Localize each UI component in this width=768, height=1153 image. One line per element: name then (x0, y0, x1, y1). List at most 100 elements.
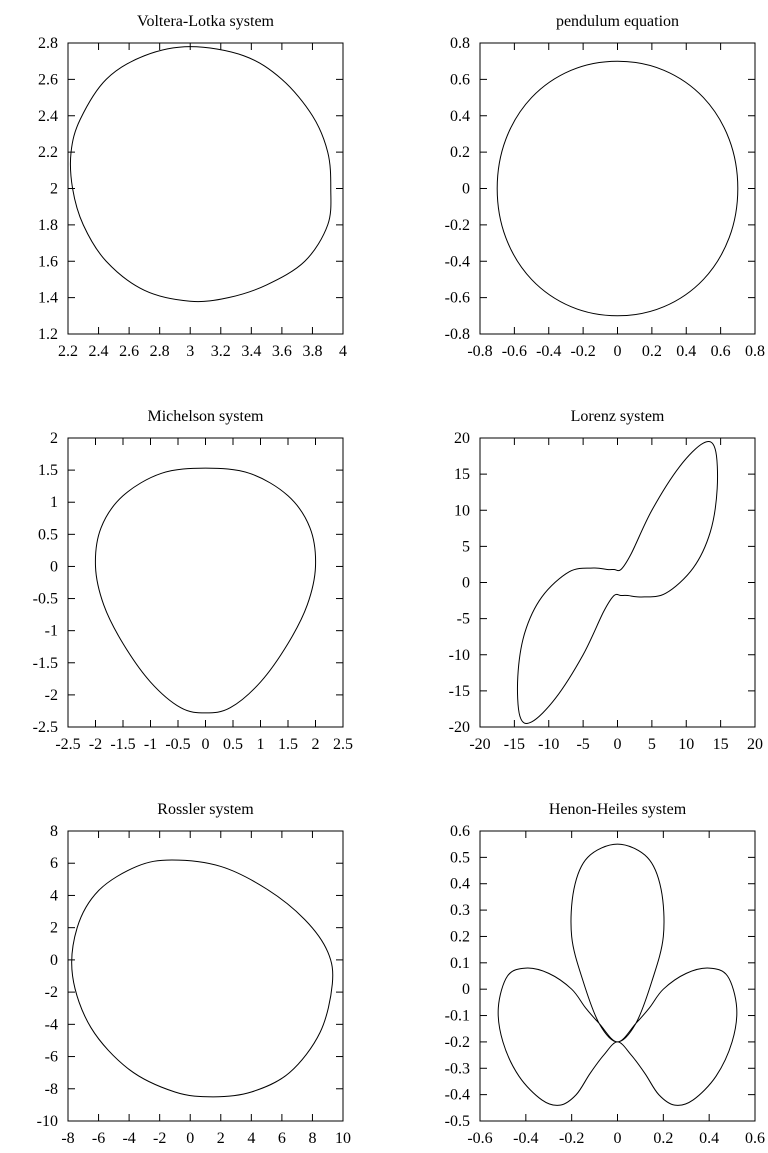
y-tick-label: 8 (50, 823, 58, 840)
x-tick-label: -0.4 (513, 1130, 538, 1147)
x-tick-label: 4 (247, 1130, 255, 1147)
x-tick-label: 2.4 (89, 343, 109, 360)
x-tick-label: 0.2 (642, 343, 662, 360)
x-tick-label: -1 (144, 736, 157, 753)
y-tick-label: 2 (50, 920, 58, 937)
y-tick-label: -1.5 (33, 655, 58, 672)
y-tick-label: 0.4 (450, 876, 470, 893)
x-tick-label: 3.2 (211, 343, 231, 360)
x-tick-label: 3.8 (302, 343, 322, 360)
x-tick-label: -6 (92, 1130, 105, 1147)
y-tick-label: 1.5 (38, 462, 58, 479)
plot-frame (479, 437, 756, 728)
y-tick-label: 10 (454, 502, 470, 519)
x-tick-label: -2 (153, 1130, 166, 1147)
x-tick-label: 20 (747, 736, 763, 753)
y-tick-label: 0 (462, 981, 470, 998)
y-tick-label: 5 (462, 538, 470, 555)
x-tick-label: -0.2 (559, 1130, 584, 1147)
panel-title: Rossler system (157, 801, 254, 818)
panel-title: Henon-Heiles system (549, 801, 687, 818)
y-tick-label: -2.5 (33, 719, 58, 736)
x-tick-label: -0.8 (467, 343, 492, 360)
x-tick-label: 10 (335, 1130, 351, 1147)
series-line (516, 441, 719, 724)
series-line (71, 859, 334, 1098)
y-tick-label: -2 (45, 687, 58, 704)
y-tick-label: 0.8 (450, 35, 470, 52)
x-tick-label: 0.2 (653, 1130, 673, 1147)
x-tick-label: 1.5 (278, 736, 298, 753)
y-tick-label: -15 (449, 683, 470, 700)
plot-frame (67, 437, 344, 728)
x-tick-label: -2 (89, 736, 102, 753)
x-tick-label: 3 (186, 343, 194, 360)
y-tick-label: -0.1 (445, 1008, 470, 1025)
x-tick-label: 0.8 (745, 343, 765, 360)
y-tick-label: -0.2 (445, 217, 470, 234)
x-tick-label: 2.8 (150, 343, 170, 360)
x-tick-label: 2.2 (58, 343, 78, 360)
y-tick-label: -10 (449, 647, 470, 664)
y-tick-label: -20 (449, 719, 470, 736)
y-tick-label: -0.3 (445, 1060, 470, 1077)
y-tick-label: 1.2 (38, 326, 58, 343)
x-tick-label: -0.6 (502, 343, 527, 360)
plot-frame (479, 42, 756, 335)
y-tick-label: 0 (50, 952, 58, 969)
y-tick-label: -6 (45, 1049, 58, 1066)
x-tick-label: 2 (312, 736, 320, 753)
panel-title: Michelson system (148, 408, 265, 425)
x-tick-label: -5 (576, 736, 589, 753)
x-tick-label: 0 (614, 736, 622, 753)
x-tick-label: -20 (469, 736, 490, 753)
x-tick-label: -4 (122, 1130, 135, 1147)
y-tick-label: 1.4 (38, 290, 58, 307)
x-tick-label: -8 (61, 1130, 74, 1147)
y-tick-label: 20 (454, 430, 470, 447)
y-tick-label: 15 (454, 466, 470, 483)
plot-frame (67, 42, 344, 335)
y-tick-label: -0.8 (445, 326, 470, 343)
y-tick-label: 1 (50, 494, 58, 511)
x-tick-label: -15 (504, 736, 525, 753)
y-tick-label: 6 (50, 855, 58, 872)
y-tick-label: 2 (50, 430, 58, 447)
panel-4: Lorenz system -20 -15 -10 -5 0 5 10 15 20 -20 -15 -1… (449, 408, 763, 753)
panel-title: Voltera-Lotka system (137, 13, 275, 30)
x-tick-label: -0.5 (165, 736, 190, 753)
y-tick-label: 0.4 (450, 108, 470, 125)
panel-3: Michelson system -2.5 -2 -1.5 -1 -0.5 0 0.5 1 1.5… (33, 408, 353, 753)
y-tick-label: 0.3 (450, 902, 470, 919)
panel-1: Voltera-Lotka system 2.2 2.4 2.6 2.8 3 3.2 3.4 3… (38, 13, 347, 360)
y-tick-label: -0.2 (445, 1034, 470, 1051)
x-tick-label: 1 (257, 736, 265, 753)
x-tick-label: 2.6 (119, 343, 139, 360)
x-tick-label: 2 (217, 1130, 225, 1147)
x-tick-label: 15 (713, 736, 729, 753)
y-tick-label: 4 (50, 887, 58, 904)
x-tick-label: 5 (648, 736, 656, 753)
y-tick-label: -0.5 (33, 591, 58, 608)
x-tick-label: -2.5 (55, 736, 80, 753)
y-tick-label: 0.1 (450, 955, 470, 972)
y-tick-label: -0.4 (445, 253, 470, 270)
y-tick-label: 0.6 (450, 823, 470, 840)
x-tick-label: -0.4 (536, 343, 561, 360)
x-tick-label: 3.6 (272, 343, 292, 360)
plot-frame (67, 830, 344, 1122)
x-tick-label: 0 (186, 1130, 194, 1147)
x-tick-label: -10 (538, 736, 559, 753)
x-tick-label: 6 (278, 1130, 286, 1147)
x-tick-label: -0.2 (570, 343, 595, 360)
y-tick-label: 0 (50, 558, 58, 575)
y-tick-label: -4 (45, 1016, 58, 1033)
y-tick-label: 1.6 (38, 253, 58, 270)
x-tick-label: 4 (339, 343, 347, 360)
panel-2: pendulum equation -0.8 -0.6 -0.4 -0.2 0 0.2 0.4… (445, 13, 765, 360)
y-tick-label: -2 (45, 984, 58, 1001)
y-tick-label: 2 (50, 181, 58, 198)
x-tick-label: 0.6 (711, 343, 731, 360)
y-tick-label: -10 (37, 1113, 58, 1130)
x-tick-label: -1.5 (110, 736, 135, 753)
